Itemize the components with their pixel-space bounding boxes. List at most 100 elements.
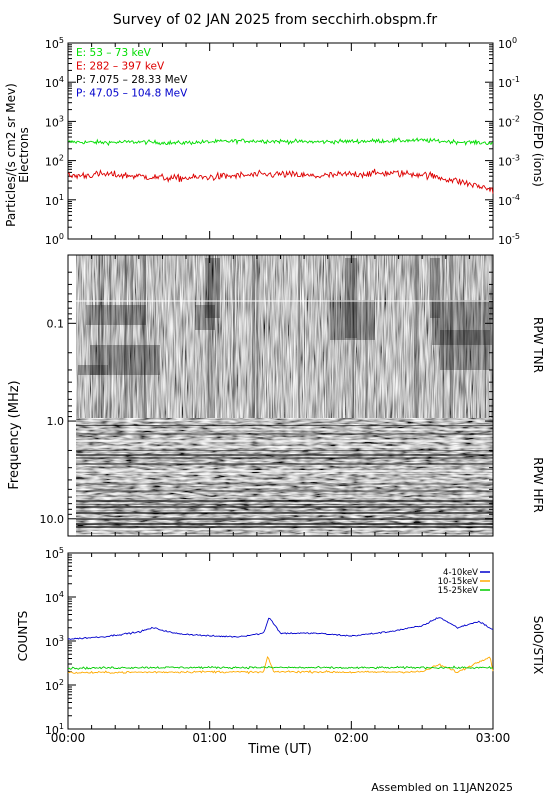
epd-right-axis: 10-5 10-4 10-3 10-2 10-1 100 [485,36,520,247]
hfr-stripe [76,528,493,530]
rpw-panel: 0.1 1.0 10.0 Frequency (MHz) RPW TNR RPW H… [7,254,545,537]
tnr-streak [453,255,456,418]
tnr-streak [327,255,330,418]
tnr-streak [351,255,354,418]
hfr-stripe [76,454,493,456]
tnr-streak [454,255,457,418]
tick-label: 100 [45,232,64,247]
tnr-streak [243,255,246,418]
burst-region [432,300,492,345]
legend-entry-0: E: 53 – 73 keV [76,47,152,59]
tnr-streak [193,255,196,418]
tnr-streak [208,255,211,418]
tnr-streak [420,255,423,418]
tnr-streak [105,255,107,418]
hfr-stripe [76,457,493,459]
series-line-0 [67,617,494,640]
tnr-streak [98,255,101,418]
epd-ylabel-right: SolO/EPD (ions) [531,93,545,187]
series-line-0 [67,137,494,147]
tnr-streak [483,255,486,418]
tnr-streak [143,255,146,418]
series-line-1 [67,168,494,194]
tnr-streak [143,255,147,418]
hfr-stripe [76,433,493,435]
tnr-streak [130,255,134,418]
hfr-stripe [76,473,493,474]
hfr-stripe [76,440,493,442]
tnr-streak [334,255,336,418]
tick-label: 10-4 [498,193,520,208]
hfr-stripe [76,490,493,492]
tick-label: 102 [45,154,64,169]
stix-time-axis: 00:00 01:00 02:00 03:00 [51,553,511,745]
rpw-time-ticks [67,255,494,536]
time-tick-label: 03:00 [476,731,511,745]
hfr-stripe [76,506,493,508]
stix-xlabel: Time (UT) [247,742,312,757]
stix-series-lines [67,617,494,675]
tnr-streak [224,255,226,418]
tnr-streak [233,255,235,418]
tnr-streak [100,255,102,418]
tnr-streak [217,255,220,418]
tnr-streak [210,255,214,418]
burst-region [440,330,490,370]
rpw-burst-features [76,255,493,536]
tnr-streak [101,255,104,418]
hfr-stripe [76,510,493,511]
stix-frame [67,552,494,730]
tnr-streak [100,255,103,418]
tnr-streak [444,255,446,418]
burst-region [86,305,146,325]
tnr-band-line [76,300,493,302]
time-tick-label: 02:00 [334,731,369,745]
tick-label: 10-1 [498,75,520,90]
hfr-stripe [76,425,493,426]
tnr-streak [462,255,466,418]
tick-label: 101 [45,722,64,737]
hfr-stripe [76,483,493,485]
burst-region [345,258,357,338]
tnr-streak [140,255,144,418]
hfr-stripe [76,420,493,421]
tnr-streak [361,255,363,418]
tnr-streak [169,255,173,418]
tnr-streak [252,255,255,418]
burst-region [78,365,108,375]
tnr-streak [449,255,452,418]
time-tick-label: 01:00 [192,731,227,745]
tnr-streak [293,255,295,418]
tnr-streak [304,255,307,418]
hfr-stripe [76,450,493,451]
tick-label: 105 [45,36,64,51]
hfr-stripe [76,514,493,515]
hfr-stripe [76,500,493,502]
tnr-streak [419,255,421,418]
tick-label: 103 [45,114,64,129]
figure-title: Survey of 02 JAN 2025 from secchirh.obsp… [113,12,437,28]
series-line-1 [67,656,494,675]
tnr-streak [111,255,114,418]
tnr-streak [442,255,445,418]
tnr-streak [290,255,292,418]
rpw-frequency-axis: 0.1 1.0 10.0 [40,254,493,526]
rpw-tnr-label: RPW TNR [531,317,545,373]
tnr-streak [352,255,354,418]
tnr-streak [295,255,299,418]
tnr-streak [176,255,179,418]
tnr-streak [351,255,353,418]
tnr-streak [207,255,210,418]
hfr-stripe [76,518,493,520]
tick-label: 102 [45,678,64,693]
hfr-stripe [76,429,493,430]
tick-label: 105 [45,546,64,561]
hfr-stripe [76,497,493,498]
legend-entry-3: P: 47.05 – 104.8 MeV [76,88,188,100]
tick-label: 10.0 [40,513,65,526]
hfr-stripe [76,526,493,528]
series-line-2 [67,665,494,670]
hfr-stripe [76,463,493,465]
